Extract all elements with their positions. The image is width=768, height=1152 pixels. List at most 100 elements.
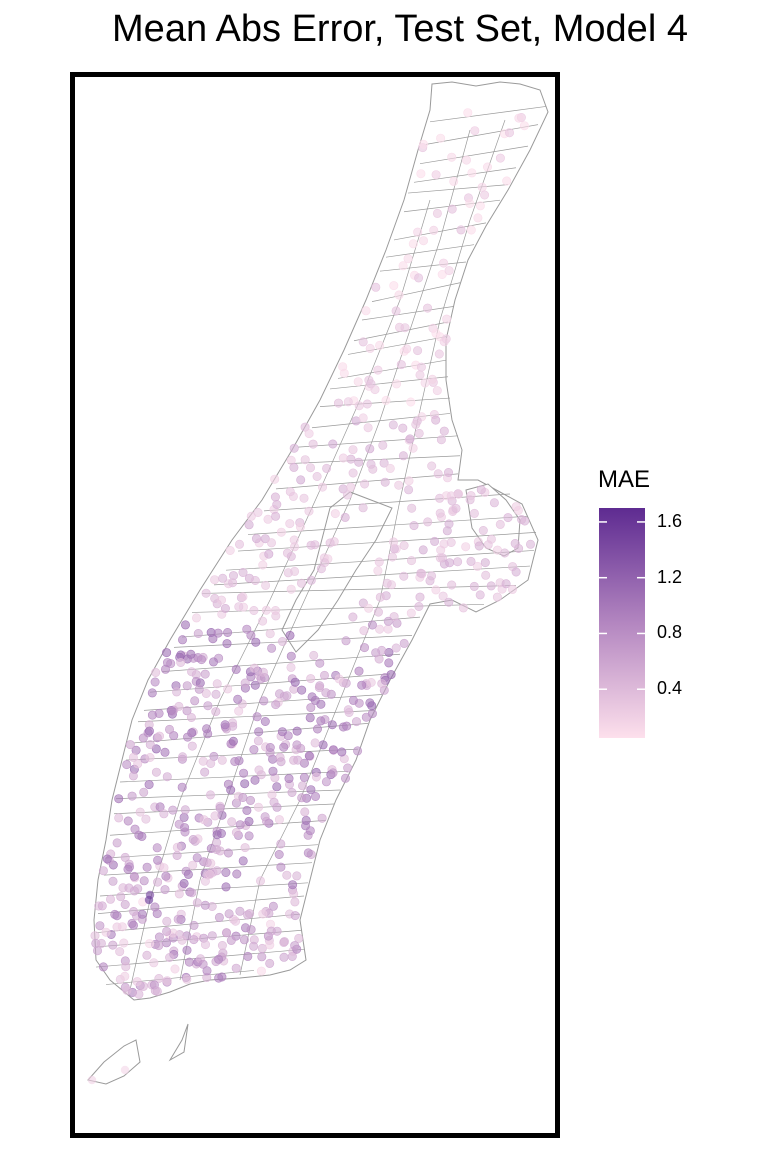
tract-boundary [247, 515, 529, 535]
error-point [382, 578, 392, 588]
error-point [246, 795, 256, 805]
error-point [418, 545, 428, 555]
error-point [282, 870, 292, 880]
error-point [199, 815, 209, 825]
error-point [348, 612, 358, 622]
error-point [473, 213, 483, 223]
error-point [172, 842, 182, 852]
error-point [406, 556, 416, 566]
error-point [223, 627, 233, 637]
error-point [407, 503, 417, 513]
error-point [87, 1075, 97, 1085]
error-point [252, 712, 262, 722]
error-point [193, 628, 203, 638]
error-point [231, 963, 241, 973]
error-point [261, 580, 271, 590]
error-point [467, 168, 477, 178]
error-point [206, 758, 216, 768]
error-point [312, 471, 322, 481]
error-point [288, 880, 298, 890]
error-point [145, 752, 155, 762]
error-point [474, 541, 484, 551]
error-point [276, 862, 286, 872]
error-point [159, 863, 169, 873]
tract-boundary [337, 359, 447, 379]
tract-boundary [173, 634, 413, 648]
error-point [265, 940, 275, 950]
error-point [461, 542, 471, 552]
error-point [338, 362, 348, 372]
error-point [114, 794, 124, 804]
error-point [122, 985, 132, 995]
error-point [290, 911, 300, 921]
error-point [135, 807, 145, 817]
error-point [483, 540, 493, 550]
error-point [341, 636, 351, 646]
error-point [147, 688, 157, 698]
error-point [303, 848, 313, 858]
error-point [255, 876, 265, 886]
error-point [172, 687, 182, 697]
error-point [477, 182, 487, 192]
error-point [233, 694, 243, 704]
error-point [330, 509, 340, 519]
error-point [183, 732, 193, 742]
error-point [525, 539, 535, 549]
error-point [270, 492, 280, 502]
error-point [466, 225, 476, 235]
error-point [235, 539, 245, 549]
error-point [415, 370, 425, 380]
error-point [357, 680, 367, 690]
error-point [129, 871, 139, 881]
error-point [271, 511, 281, 521]
error-point [504, 128, 514, 138]
error-point [297, 793, 307, 803]
error-point [202, 966, 212, 976]
error-point [256, 966, 266, 976]
error-point [179, 878, 189, 888]
error-point [299, 493, 309, 503]
error-point [301, 815, 311, 825]
error-point [495, 519, 505, 529]
error-point [110, 909, 120, 919]
error-point [358, 413, 368, 423]
error-point [138, 733, 148, 743]
error-point [188, 834, 198, 844]
error-point [292, 726, 302, 736]
error-point [429, 225, 439, 235]
error-point [351, 717, 361, 727]
error-point [246, 925, 256, 935]
error-point [250, 663, 260, 673]
error-point [437, 269, 447, 279]
error-point [442, 526, 452, 536]
error-point [232, 869, 242, 879]
error-point [173, 914, 183, 924]
error-point [439, 426, 449, 436]
error-point [129, 906, 139, 916]
error-point [507, 584, 517, 594]
error-point [223, 684, 233, 694]
error-point [290, 677, 300, 687]
error-point [123, 864, 133, 874]
error-point [277, 727, 287, 737]
error-point [202, 858, 212, 868]
error-point [503, 513, 513, 523]
error-point [268, 766, 278, 776]
error-point [453, 489, 463, 499]
error-point [264, 549, 274, 559]
error-point [206, 790, 216, 800]
error-point [154, 932, 164, 942]
error-point [294, 933, 304, 943]
error-point [367, 620, 377, 630]
error-point [290, 941, 300, 951]
error-point [500, 548, 510, 558]
tract-boundary [371, 282, 461, 302]
error-point [340, 512, 350, 522]
error-point [133, 884, 143, 894]
error-point [208, 634, 218, 644]
error-point [98, 962, 108, 972]
error-point [383, 624, 393, 634]
error-point [466, 556, 476, 566]
error-point [254, 727, 264, 737]
error-point [283, 568, 293, 578]
